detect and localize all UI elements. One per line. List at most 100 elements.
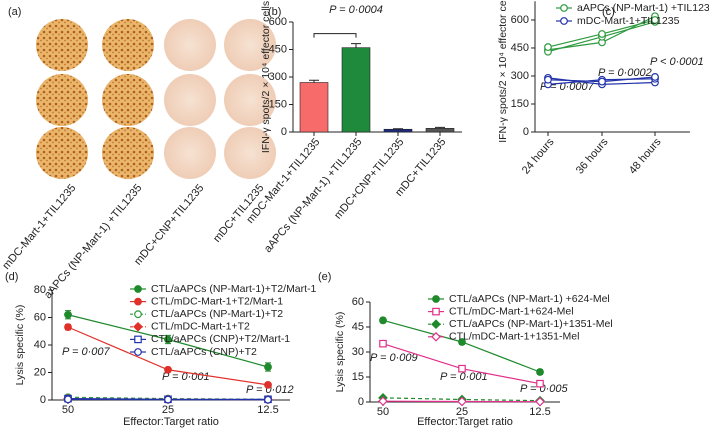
bar [383, 128, 413, 133]
y-tick-label: 60 [34, 311, 46, 323]
legend-label: CTL/aAPCs (NP-Mart-1)+T2 [151, 308, 283, 320]
legend-marker [432, 307, 440, 316]
well [36, 19, 88, 71]
marker [64, 323, 72, 332]
x-axis-label: Effector:Target ratio [123, 416, 219, 428]
well [224, 127, 276, 179]
annotation: P = 0·0002 [598, 67, 652, 79]
x-tick-label: 25 [456, 406, 468, 418]
marker [64, 310, 72, 319]
marker [535, 396, 545, 407]
bar [425, 128, 455, 133]
legend-marker [560, 4, 568, 12]
legend-label: CTL/mDC-Mart-1+T2 [151, 321, 250, 333]
marker [264, 395, 272, 404]
y-tick-label: 450 [511, 42, 529, 54]
well [102, 19, 154, 71]
y-tick-label: 150 [269, 98, 287, 110]
legend-label: aAPCs (NP-Mart-1) +TIL1235 [577, 2, 709, 14]
y-tick-label: 0 [523, 126, 529, 138]
panel-label: (b) [268, 6, 281, 18]
x-tick-label: 25 [162, 404, 174, 416]
legend-label: CTL/aAPCs (NP-Mart-1) +624-Mel [449, 293, 610, 305]
marker [379, 316, 387, 325]
marker [164, 365, 172, 374]
y-axis-label: IFN-γ spots/2 × 10⁴ effector cells [260, 1, 272, 153]
legend-label: CTL/aAPCs (CNP)+T2/Mart-1 [151, 333, 290, 345]
wells [36, 19, 276, 179]
x-tick-label: 36 hours [574, 136, 611, 177]
bracket [313, 33, 357, 38]
error-bar [435, 126, 445, 129]
marker [458, 364, 466, 373]
marker [264, 380, 272, 389]
marker [598, 30, 606, 38]
annotation: P = 0·009 [370, 352, 418, 364]
legend-marker [431, 331, 441, 342]
marker [598, 77, 606, 86]
marker [544, 43, 552, 51]
well [102, 74, 154, 126]
x-tick-label: mDC+CNP+TIL1235 [332, 136, 406, 221]
y-axis-label: IFN-γ spots/2 × 10⁴ effector cells [497, 0, 509, 143]
panel-label: (c) [602, 6, 615, 18]
y-tick-label: 45 [352, 321, 364, 333]
marker [379, 339, 387, 348]
x-tick-label: 50 [62, 404, 74, 416]
annotation: P < 0·0001 [650, 56, 704, 68]
marker [536, 368, 544, 376]
y-tick-label: 300 [269, 71, 287, 83]
marker [544, 75, 552, 84]
legend-label: mDC-Mart-1+TIL1235 [577, 15, 680, 27]
marker [651, 16, 659, 24]
y-tick-label: 300 [511, 70, 529, 82]
well [36, 74, 88, 126]
legend-marker [134, 335, 142, 344]
marker [164, 395, 172, 404]
chart-panel: (d) 0 20 40 60 80 Lysis specific (%) Effector:T… [5, 271, 317, 428]
y-tick-label: 600 [511, 14, 529, 26]
panel-label: (a) [8, 6, 21, 18]
legend-label: CTL/aAPCs (NP-Mart-1)+1351-Mel [449, 318, 613, 330]
x-tick-label: 48 hours [627, 136, 664, 177]
well [164, 74, 216, 126]
y-axis-label: Lysis specific (%) [14, 305, 26, 386]
legend-label: CTL/aAPCs (NP-Mart-1)+T2/Mart-1 [151, 283, 317, 295]
legend-marker [560, 17, 568, 25]
annotation: P = 0·0004 [329, 4, 383, 16]
marker [457, 396, 467, 407]
x-tick-label: 50 [377, 406, 389, 418]
annotation: P = 0·005 [520, 383, 568, 395]
bar [299, 82, 329, 133]
error-bar [309, 79, 319, 83]
y-tick-label: 0 [40, 394, 46, 406]
y-tick-label: 600 [269, 16, 287, 28]
marker [64, 395, 72, 404]
y-tick-label: 0 [281, 126, 287, 138]
y-tick-label: 20 [34, 366, 46, 378]
well [224, 74, 276, 126]
marker [651, 73, 659, 81]
well [36, 127, 88, 179]
x-tick-label: 12.5 [529, 406, 550, 418]
bar [341, 47, 371, 133]
well [164, 19, 216, 71]
marker [458, 338, 466, 346]
well [102, 127, 154, 179]
error-bar [351, 43, 361, 48]
marker [264, 363, 272, 371]
y-tick-label: 30 [352, 346, 364, 358]
legend-label: CTL/mDC-Mart-1+T2/Mart-1 [151, 295, 283, 307]
legend-marker [133, 321, 143, 332]
legend-label: CTL/mDC-Mart-1+1351-Mel [449, 331, 579, 343]
chart-panel: (e) 0 15 30 45 60 Lysis specific (%) Effector:T… [318, 271, 613, 428]
error-bar [393, 128, 403, 130]
y-tick-label: 60 [352, 296, 364, 308]
y-axis-label: Lysis specific (%) [334, 312, 346, 393]
panel-label: (d) [5, 271, 18, 283]
well [164, 127, 216, 179]
legend-label: CTL/aAPCs (CNP)+T2 [151, 346, 257, 358]
x-axis-label: Effector:Target ratio [417, 416, 513, 428]
